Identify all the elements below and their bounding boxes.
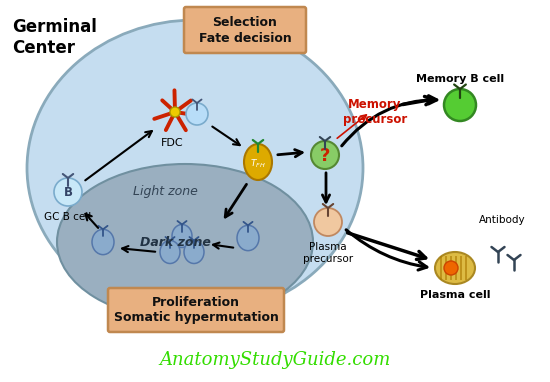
Ellipse shape [244,144,272,180]
Ellipse shape [27,20,363,316]
Text: B: B [63,186,73,199]
Text: FDC: FDC [161,138,183,148]
Ellipse shape [184,241,204,264]
Ellipse shape [57,164,313,320]
Text: Memory B cell: Memory B cell [416,74,504,84]
Text: AnatomyStudyGuide.com: AnatomyStudyGuide.com [160,351,390,369]
Ellipse shape [237,225,259,251]
Text: Plasma cell: Plasma cell [420,290,490,300]
Text: $T_{FH}$: $T_{FH}$ [250,158,266,170]
Text: Antibody: Antibody [478,215,525,225]
Circle shape [54,178,82,206]
Text: GC B cell: GC B cell [45,212,92,222]
Circle shape [170,107,180,117]
Circle shape [186,103,208,125]
Ellipse shape [435,252,475,284]
Text: Selection
Fate decision: Selection Fate decision [199,16,292,44]
Text: Plasma
precursor: Plasma precursor [303,242,353,264]
Text: Germinal
Center: Germinal Center [12,18,97,57]
Ellipse shape [172,225,192,248]
Text: Proliferation
Somatic hypermutation: Proliferation Somatic hypermutation [113,296,278,324]
Circle shape [444,261,458,275]
Circle shape [444,89,476,121]
Text: Dark zone: Dark zone [140,236,211,249]
Text: Memory
precursor: Memory precursor [343,98,407,126]
FancyBboxPatch shape [184,7,306,53]
Circle shape [314,208,342,236]
Ellipse shape [92,229,114,255]
FancyBboxPatch shape [108,288,284,332]
Ellipse shape [160,241,180,264]
Text: Light zone: Light zone [133,186,197,199]
Circle shape [311,141,339,169]
Text: ?: ? [320,147,330,165]
